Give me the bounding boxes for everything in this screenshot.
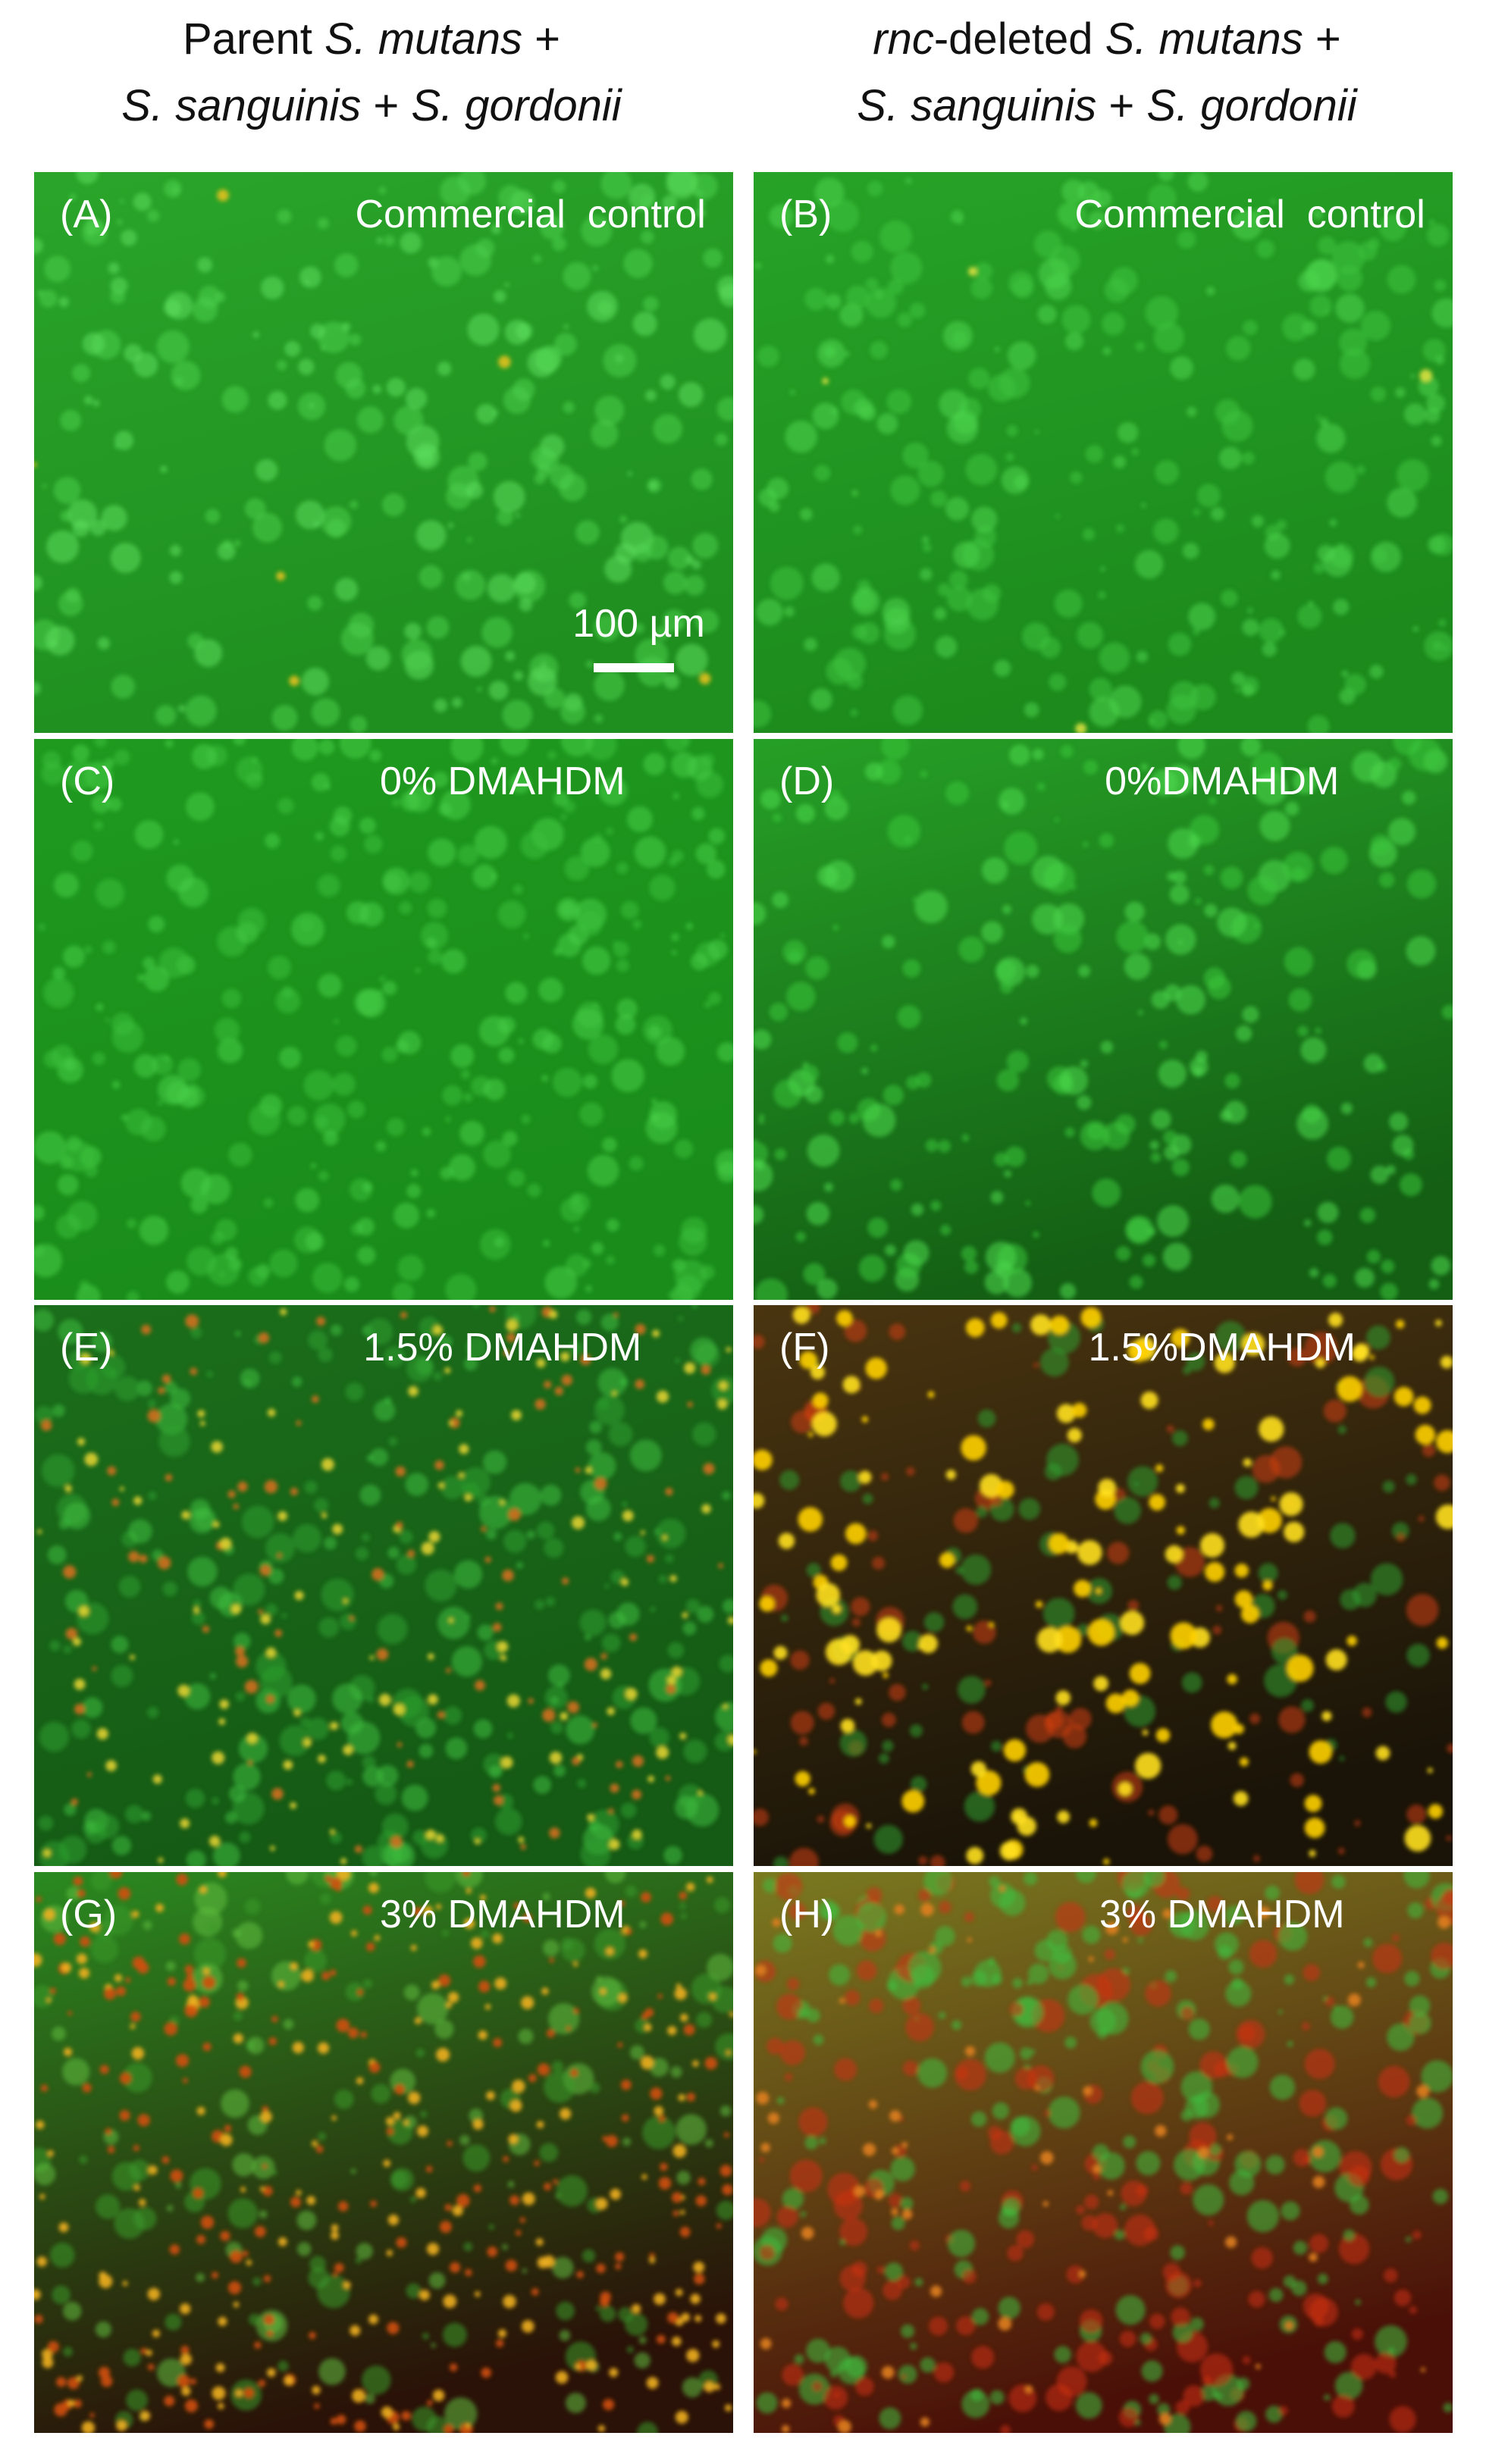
header-text: S. gordonii <box>411 81 622 130</box>
header-text: Parent <box>182 14 324 64</box>
header-text: + <box>1096 81 1147 130</box>
micrograph-panel: (E) 1.5% DMAHDM <box>34 1305 733 1866</box>
panel-caption: 3% DMAHDM <box>1099 1893 1345 1936</box>
micrograph <box>34 172 733 733</box>
micrograph <box>34 1305 733 1866</box>
panel-caption: 3% DMAHDM <box>379 1893 625 1936</box>
micrograph-panel: (D) 0%DMAHDM <box>754 739 1453 1300</box>
header-text: + <box>522 14 561 64</box>
micrograph-panel: (F) 1.5%DMAHDM <box>754 1305 1453 1866</box>
panel-caption: 1.5%DMAHDM <box>1088 1326 1356 1370</box>
panel-caption: 0% DMAHDM <box>379 759 625 803</box>
column-header: rnc-deleted S. mutans + S. sanguinis + S.… <box>743 6 1471 139</box>
header-text: S. mutans <box>1105 14 1303 64</box>
micrograph <box>754 1305 1453 1866</box>
micrograph <box>754 172 1453 733</box>
micrograph-panel: (G) 3% DMAHDM <box>34 1872 733 2433</box>
header-text: + <box>361 81 412 130</box>
panel-label: (B) <box>779 193 832 236</box>
panel-label: (A) <box>60 193 113 236</box>
header-text: S. mutans <box>324 14 523 64</box>
column-header: Parent S. mutans + S. sanguinis + S. gord… <box>8 6 735 139</box>
panel-label: (D) <box>779 759 835 803</box>
micrograph <box>34 1872 733 2433</box>
header-text: S. gordonii <box>1146 81 1357 130</box>
header-line: S. sanguinis + S. gordonii <box>8 73 735 139</box>
panel-label: (F) <box>779 1326 830 1370</box>
panel-label: (E) <box>60 1326 113 1370</box>
header-line: S. sanguinis + S. gordonii <box>743 73 1471 139</box>
panel-label: (H) <box>779 1893 835 1936</box>
panel-caption: Commercial control <box>1074 193 1425 236</box>
scale-bar-label: 100 µm <box>572 601 705 646</box>
panel-caption: Commercial control <box>355 193 706 236</box>
micrograph-panel: (A) Commercial control 100 µm <box>34 172 733 733</box>
header-text: S. sanguinis <box>857 81 1097 130</box>
micrograph-panel: (B) Commercial control <box>754 172 1453 733</box>
header-line: rnc-deleted S. mutans + <box>743 6 1471 73</box>
micrograph <box>754 739 1453 1300</box>
micrograph-panel: (C) 0% DMAHDM <box>34 739 733 1300</box>
panel-caption: 0%DMAHDM <box>1105 759 1340 803</box>
micrograph <box>754 1872 1453 2433</box>
header-text: -deleted <box>933 14 1105 64</box>
header-text: rnc <box>873 14 934 64</box>
micrograph <box>34 739 733 1300</box>
micrograph-panel: (H) 3% DMAHDM <box>754 1872 1453 2433</box>
header-text: S. sanguinis <box>121 81 362 130</box>
header-text: + <box>1303 14 1341 64</box>
panel-label: (C) <box>60 759 115 803</box>
scale-bar <box>593 662 674 672</box>
panel-caption: 1.5% DMAHDM <box>363 1326 642 1370</box>
header-line: Parent S. mutans + <box>8 6 735 73</box>
panel-label: (G) <box>60 1893 118 1936</box>
